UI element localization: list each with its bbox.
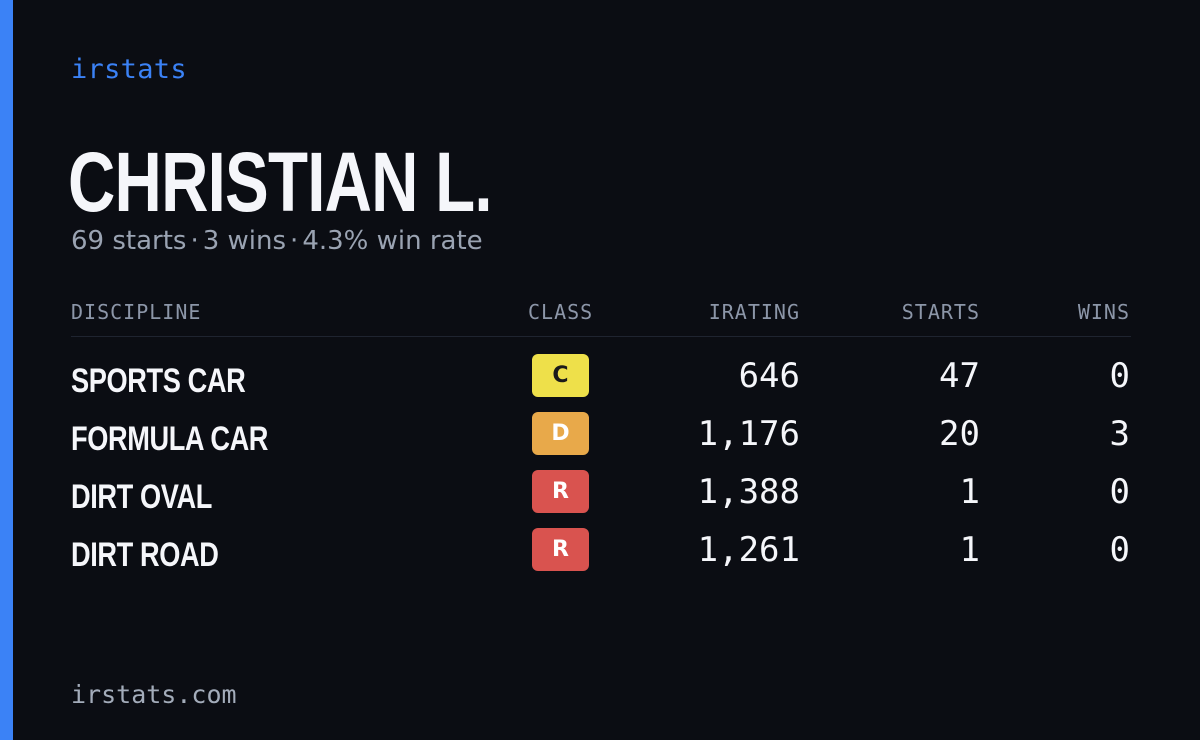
- irating-value: 1,176: [697, 414, 800, 454]
- wins-summary: 3 wins: [202, 226, 287, 256]
- table-header: DISCIPLINE CLASS IRATING STARTS WINS: [71, 300, 1131, 337]
- starts-value: 1: [959, 530, 980, 570]
- header-discipline: DISCIPLINE: [71, 300, 202, 324]
- wins-value: 0: [1109, 472, 1130, 512]
- class-badge: R: [532, 470, 589, 513]
- table-row: DIRT OVAL R 1,388 1 0: [71, 468, 1131, 526]
- wins-value: 0: [1109, 530, 1130, 570]
- discipline-name: DIRT ROAD: [71, 536, 219, 574]
- class-badge: R: [532, 528, 589, 571]
- header-wins: WINS: [1077, 300, 1130, 324]
- footer-site-link[interactable]: irstats.com: [71, 680, 237, 709]
- accent-bar: [0, 0, 13, 740]
- irating-value: 1,388: [697, 472, 800, 512]
- irating-value: 646: [738, 356, 800, 396]
- table-row: SPORTS CAR C 646 47 0: [71, 352, 1131, 410]
- discipline-table: SPORTS CAR C 646 47 0 FORMULA CAR D 1,17…: [71, 352, 1131, 584]
- header-class: CLASS: [528, 300, 594, 324]
- class-badge: D: [532, 412, 589, 455]
- wins-value: 3: [1109, 414, 1130, 454]
- discipline-name: SPORTS CAR: [71, 362, 246, 400]
- irating-value: 1,261: [697, 530, 800, 570]
- separator-dot: ·: [290, 226, 299, 256]
- starts-value: 20: [939, 414, 980, 454]
- table-row: DIRT ROAD R 1,261 1 0: [71, 526, 1131, 584]
- starts-summary: 69 starts: [71, 226, 187, 256]
- header-starts: STARTS: [901, 300, 980, 324]
- driver-summary: 69 starts · 3 wins · 4.3% win rate: [71, 226, 483, 256]
- separator-dot: ·: [190, 226, 199, 256]
- starts-value: 47: [939, 356, 980, 396]
- starts-value: 1: [959, 472, 980, 512]
- table-row: FORMULA CAR D 1,176 20 3: [71, 410, 1131, 468]
- header-irating: IRATING: [708, 300, 800, 324]
- winrate-summary: 4.3% win rate: [302, 226, 483, 256]
- brand-logo[interactable]: irstats: [71, 54, 187, 85]
- class-badge: C: [532, 354, 589, 397]
- wins-value: 0: [1109, 356, 1130, 396]
- discipline-name: FORMULA CAR: [71, 420, 269, 458]
- discipline-name: DIRT OVAL: [71, 478, 212, 516]
- driver-name: CHRISTIAN L.: [68, 135, 493, 229]
